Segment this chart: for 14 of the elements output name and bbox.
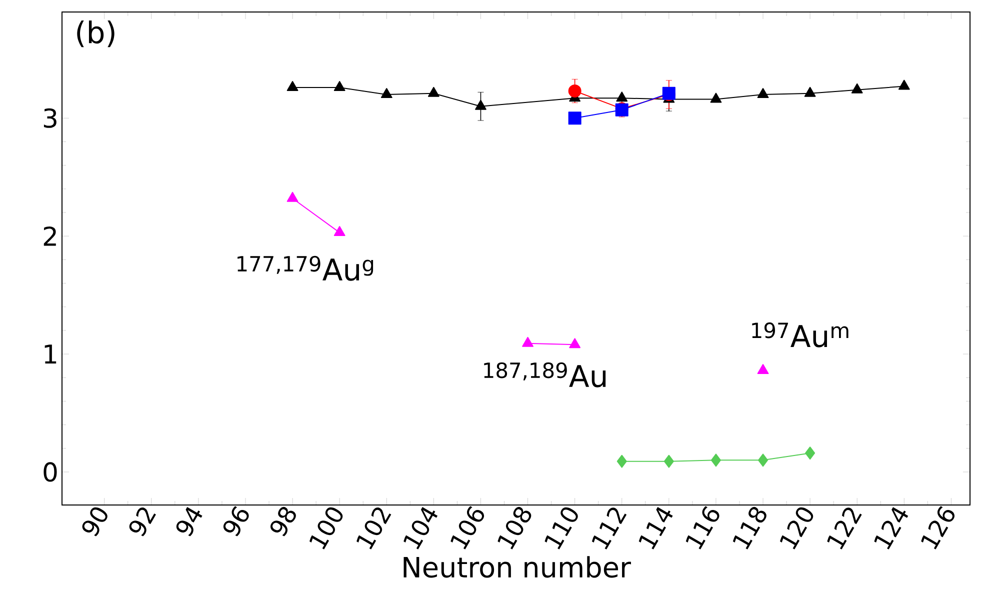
y-tick-label: 0 — [44, 462, 57, 482]
x-tick-label: 98 — [270, 506, 296, 536]
y-tick-label: 3 — [44, 108, 56, 128]
y-tick-label: 1 — [44, 344, 56, 364]
annotation: $^{197}$Au$^{m}$ — [752, 322, 848, 348]
y-tick-label: 2 — [44, 226, 56, 246]
annotation: (b) — [77, 20, 114, 48]
x-tick-label: 96 — [223, 506, 249, 536]
x-axis-title: Neutron number — [404, 556, 631, 578]
x-tick-label: 94 — [176, 507, 202, 536]
annotation: $^{187,189}$Au — [484, 362, 606, 388]
x-tick-label: 90 — [82, 507, 108, 536]
x-tick-label: 92 — [129, 507, 156, 536]
annotation: $^{177,179}$Au$^{g}$ — [238, 256, 374, 281]
